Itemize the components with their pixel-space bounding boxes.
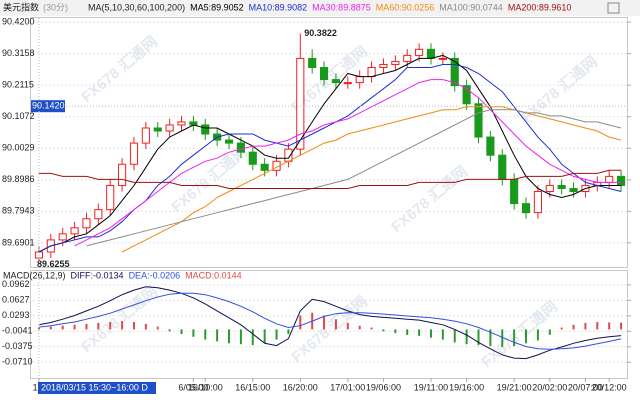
x-tick-label: 19/11:00 <box>414 382 448 392</box>
candle-body <box>403 54 412 62</box>
candle-body <box>201 124 210 135</box>
candle-body <box>236 142 245 153</box>
candle-body <box>165 124 174 132</box>
high-annotation: 90.3822 <box>304 28 337 38</box>
x-tick-label: 20/02:00 <box>532 382 567 392</box>
x-tick-label: 19/21:00 <box>497 382 532 392</box>
candle-body <box>450 57 459 87</box>
x-tick-label: 17/01:00 <box>330 382 365 392</box>
candle-body <box>605 175 614 183</box>
y-tick-label: 90.0029 <box>2 143 35 153</box>
y-tick-label: 0.0962 <box>2 279 30 289</box>
candle-body <box>248 151 257 165</box>
line-series <box>86 109 622 247</box>
price-tag-label: 90.1420 <box>32 101 65 111</box>
candle-body <box>545 184 554 193</box>
candle-body <box>521 203 531 214</box>
candle-body <box>296 57 305 150</box>
y-tick-label: -0.0710 <box>2 357 33 367</box>
line-series <box>121 106 622 253</box>
candle-body <box>569 187 578 193</box>
x-tick-label: 16/10:00 <box>188 382 223 392</box>
candle-body <box>129 142 139 165</box>
header-bar <box>0 0 640 16</box>
price-tag <box>31 100 65 113</box>
y-tick-label: 0.0627 <box>2 295 30 305</box>
candle-body <box>498 154 507 180</box>
time-tag-label: 2018/03/15 15:30~16:00 D <box>41 382 148 392</box>
period: (30分) <box>43 2 68 12</box>
legend-entry: MA60:90.0256 <box>376 2 435 12</box>
candle-body <box>58 233 67 241</box>
candle-body <box>224 139 234 144</box>
line-series <box>74 79 622 247</box>
legend-entry: MA5:89.9052 <box>190 2 244 12</box>
candle-body <box>379 63 388 68</box>
candle-body <box>391 60 400 65</box>
x-tick-label: 16/15:00 <box>235 382 270 392</box>
low-annotation: 89.6255 <box>37 259 70 269</box>
candle-body <box>331 79 341 84</box>
y-tick-label: 89.8986 <box>2 174 35 184</box>
legend-entry: MA30:89.8875 <box>312 2 371 12</box>
legend-entry: MACD:0.0144 <box>185 270 242 280</box>
candle-body <box>70 227 79 235</box>
candle-body <box>426 48 436 59</box>
legend-entry: DIFF:-0.0134 <box>71 270 124 280</box>
x-tick-label: 6/05:00 <box>178 382 208 392</box>
candle-body <box>118 163 127 186</box>
y-tick-label: 90.1072 <box>2 111 35 121</box>
price-panel <box>30 17 628 268</box>
candle-body <box>355 76 364 84</box>
line-series <box>38 169 622 189</box>
candle-body <box>415 48 424 56</box>
chart-title: 美元指数 <box>3 1 39 12</box>
y-tick-label: -0.0041 <box>2 326 33 336</box>
candle-body <box>177 121 186 126</box>
candle-body <box>343 82 352 85</box>
x-tick-label: 20/12:00 <box>592 382 627 392</box>
candle-body <box>474 103 483 138</box>
candle-body <box>462 85 471 105</box>
candle-body <box>438 57 447 60</box>
x-tick-label: 19/06:00 <box>366 382 401 392</box>
candle-body <box>557 184 566 189</box>
candle-body <box>486 136 495 156</box>
y-tick-label: 90.4200 <box>2 16 35 26</box>
legend-entry: DEA:-0.0206 <box>129 270 181 280</box>
y-tick-label: 90.3158 <box>2 48 35 58</box>
legend-entry: MA10:89.9082 <box>249 2 308 12</box>
candle-body <box>319 66 329 81</box>
legend-entry: MACD(26,12,9) <box>3 270 66 280</box>
candle-body <box>94 209 103 220</box>
candle-body <box>153 127 162 132</box>
y-tick-label: 89.6901 <box>2 237 35 247</box>
y-tick-label: -0.0375 <box>2 341 33 351</box>
y-tick-label: 89.7943 <box>2 206 35 216</box>
candle-body <box>82 218 91 229</box>
y-tick-label: 90.2115 <box>2 80 34 90</box>
legend-entry: MA200:89.9610 <box>508 2 572 12</box>
x-tick-label: 20/07:00 <box>568 382 603 392</box>
candle-body <box>308 57 317 68</box>
legend-entry: MA100:90.0744 <box>439 2 503 12</box>
window-icon[interactable] <box>607 2 620 14</box>
candle-body <box>141 127 150 144</box>
candle-body <box>510 178 519 205</box>
candle-body <box>533 191 542 214</box>
x-tick-label: 19/16:00 <box>449 382 484 392</box>
line-series <box>38 292 622 350</box>
x-tick-label: 16/20:00 <box>283 382 318 392</box>
candle-body <box>260 163 269 171</box>
legend-entry: MA(5,10,30,60,100,200) <box>88 2 185 12</box>
candle-body <box>106 184 115 211</box>
candle-body <box>616 175 626 186</box>
candle-body <box>367 66 376 78</box>
y-tick-label: 0.0293 <box>2 310 30 320</box>
macd-panel <box>30 270 628 379</box>
time-tag <box>38 382 156 394</box>
line-series <box>38 286 622 360</box>
